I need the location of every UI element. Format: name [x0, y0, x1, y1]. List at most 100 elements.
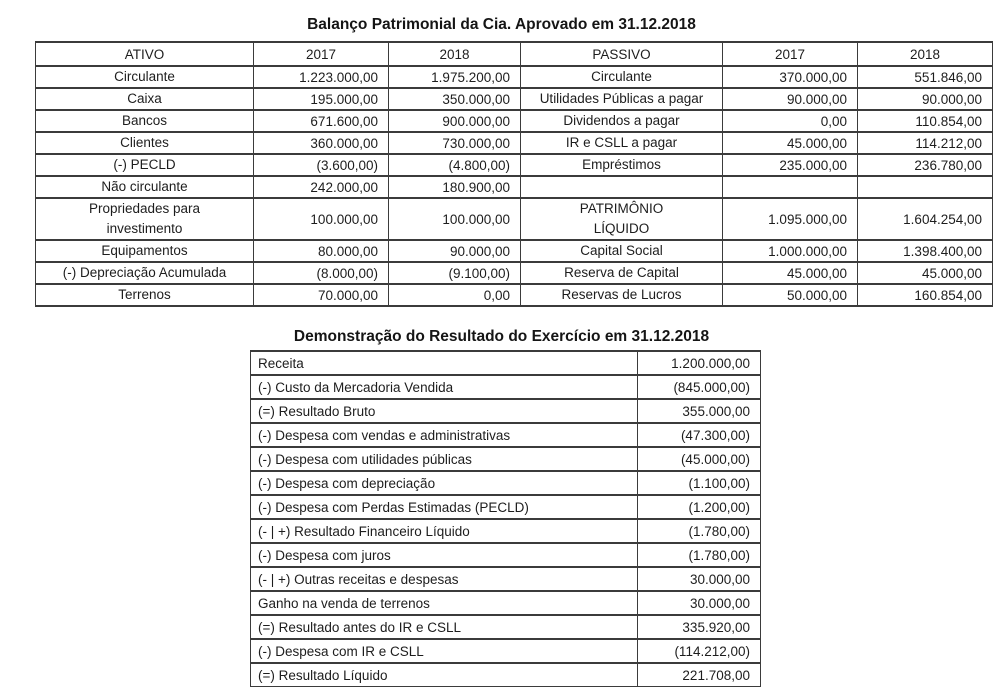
table-row: (=) Resultado Bruto 355.000,00	[250, 398, 761, 424]
table-row: (-) Despesa com vendas e administrativas…	[250, 422, 761, 448]
passivo-2017-cell: 50.000,00	[722, 283, 858, 307]
passivo-label-cell: Utilidades Públicas a pagar	[520, 87, 723, 111]
column-header-passivo-2017: 2017	[722, 41, 858, 67]
ativo-2018-cell: (4.800,00)	[388, 153, 521, 177]
dre-value-cell: 30.000,00	[637, 590, 761, 616]
dre-value-cell: (1.780,00)	[637, 518, 761, 544]
ativo-2017-cell: 1.223.000,00	[253, 65, 389, 89]
ativo-2018-cell: (9.100,00)	[388, 261, 521, 285]
ativo-label-cell: (-) Depreciação Acumulada	[35, 261, 254, 285]
dre-label-cell: (-) Despesa com IR e CSLL	[250, 638, 638, 664]
dre-value-cell: (845.000,00)	[637, 374, 761, 400]
table-header-row: ATIVO 2017 2018 PASSIVO 2017 2018	[35, 41, 993, 67]
ativo-2017-cell: 195.000,00	[253, 87, 389, 111]
ativo-2017-cell: 100.000,00	[253, 197, 389, 241]
column-header-passivo-2018: 2018	[857, 41, 993, 67]
passivo-label-cell: PATRIMÔNIO LÍQUIDO	[520, 197, 723, 241]
dre-label-cell: (-) Despesa com depreciação	[250, 470, 638, 496]
ativo-label-cell: Terrenos	[35, 283, 254, 307]
table-row: Bancos 671.600,00 900.000,00 Dividendos …	[35, 109, 993, 133]
passivo-2018-cell: 90.000,00	[857, 87, 993, 111]
dre-label-cell: (=) Resultado antes do IR e CSLL	[250, 614, 638, 640]
table-row: (=) Resultado antes do IR e CSLL 335.920…	[250, 614, 761, 640]
ativo-2017-cell: 242.000,00	[253, 175, 389, 199]
passivo-2017-cell-empty	[722, 175, 858, 199]
table-row: (-) Custo da Mercadoria Vendida (845.000…	[250, 374, 761, 400]
table-row: (-) Despesa com utilidades públicas (45.…	[250, 446, 761, 472]
ativo-2018-cell: 730.000,00	[388, 131, 521, 155]
table-row: (-) PECLD (3.600,00) (4.800,00) Emprésti…	[35, 153, 993, 177]
column-header-passivo: PASSIVO	[520, 41, 723, 67]
table-row: (-) Depreciação Acumulada (8.000,00) (9.…	[35, 261, 993, 285]
passivo-2018-cell: 160.854,00	[857, 283, 993, 307]
dre-label-cell: Receita	[250, 350, 638, 376]
ativo-label-cell: Equipamentos	[35, 239, 254, 263]
dre-value-cell: 30.000,00	[637, 566, 761, 592]
dre-label-cell: (-) Despesa com vendas e administrativas	[250, 422, 638, 448]
table-row: (-) Despesa com Perdas Estimadas (PECLD)…	[250, 494, 761, 520]
passivo-label-cell: IR e CSLL a pagar	[520, 131, 723, 155]
passivo-2017-cell: 0,00	[722, 109, 858, 133]
dre-label-cell: (-) Despesa com Perdas Estimadas (PECLD)	[250, 494, 638, 520]
passivo-label-cell: Reservas de Lucros	[520, 283, 723, 307]
ativo-label-cell: (-) PECLD	[35, 153, 254, 177]
passivo-2017-cell: 45.000,00	[722, 131, 858, 155]
ativo-label-cell: Bancos	[35, 109, 254, 133]
ativo-2018-cell: 900.000,00	[388, 109, 521, 133]
table-row: Ganho na venda de terrenos 30.000,00	[250, 590, 761, 616]
dre-label-cell: (-) Custo da Mercadoria Vendida	[250, 374, 638, 400]
ativo-2018-cell: 1.975.200,00	[388, 65, 521, 89]
passivo-label-cell: Empréstimos	[520, 153, 723, 177]
dre-value-cell: 221.708,00	[637, 662, 761, 687]
document-page: Balanço Patrimonial da Cia. Aprovado em …	[0, 16, 1003, 687]
dre-label-cell: (=) Resultado Bruto	[250, 398, 638, 424]
ativo-2017-cell: (8.000,00)	[253, 261, 389, 285]
table-row: Equipamentos 80.000,00 90.000,00 Capital…	[35, 239, 993, 263]
ativo-2017-cell: 360.000,00	[253, 131, 389, 155]
dre-label-cell: (-) Despesa com utilidades públicas	[250, 446, 638, 472]
column-header-ativo-2017: 2017	[253, 41, 389, 67]
ativo-label-cell: Não circulante	[35, 175, 254, 199]
passivo-label-cell: Dividendos a pagar	[520, 109, 723, 133]
table-row: (- | +) Resultado Financeiro Líquido (1.…	[250, 518, 761, 544]
passivo-2018-cell: 1.604.254,00	[857, 197, 993, 241]
table-row: Circulante 1.223.000,00 1.975.200,00 Cir…	[35, 65, 993, 89]
ativo-2017-cell: 80.000,00	[253, 239, 389, 263]
dre-value-cell: (45.000,00)	[637, 446, 761, 472]
passivo-2017-cell: 90.000,00	[722, 87, 858, 111]
ativo-2017-cell: 671.600,00	[253, 109, 389, 133]
passivo-2018-cell: 1.398.400,00	[857, 239, 993, 263]
dre-value-cell: (1.200,00)	[637, 494, 761, 520]
table-row: Propriedades para investimento 100.000,0…	[35, 197, 993, 241]
dre-value-cell: 1.200.000,00	[637, 350, 761, 376]
income-statement-title: Demonstração do Resultado do Exercício e…	[293, 328, 710, 345]
dre-value-cell: (1.780,00)	[637, 542, 761, 568]
table-row: Não circulante 242.000,00 180.900,00	[35, 175, 993, 199]
table-row: Terrenos 70.000,00 0,00 Reservas de Lucr…	[35, 283, 993, 307]
passivo-2017-cell: 45.000,00	[722, 261, 858, 285]
column-header-ativo-2018: 2018	[388, 41, 521, 67]
table-row: Receita 1.200.000,00	[250, 350, 761, 376]
dre-value-cell: 355.000,00	[637, 398, 761, 424]
passivo-2018-cell: 236.780,00	[857, 153, 993, 177]
table-row: (- | +) Outras receitas e despesas 30.00…	[250, 566, 761, 592]
ativo-2017-cell: 70.000,00	[253, 283, 389, 307]
ativo-2018-cell: 350.000,00	[388, 87, 521, 111]
passivo-2017-cell: 235.000,00	[722, 153, 858, 177]
passivo-label-cell-empty	[520, 175, 723, 199]
table-row: (-) Despesa com depreciação (1.100,00)	[250, 470, 761, 496]
passivo-2017-cell: 370.000,00	[722, 65, 858, 89]
income-statement-table: Receita 1.200.000,00 (-) Custo da Mercad…	[250, 350, 761, 687]
passivo-2017-cell: 1.000.000,00	[722, 239, 858, 263]
ativo-2017-cell: (3.600,00)	[253, 153, 389, 177]
balance-sheet-title: Balanço Patrimonial da Cia. Aprovado em …	[307, 16, 696, 33]
dre-label-cell: (=) Resultado Líquido	[250, 662, 638, 687]
passivo-label-cell: Circulante	[520, 65, 723, 89]
table-row: (-) Despesa com juros (1.780,00)	[250, 542, 761, 568]
passivo-label-cell: Capital Social	[520, 239, 723, 263]
ativo-label-cell: Circulante	[35, 65, 254, 89]
ativo-label-cell: Caixa	[35, 87, 254, 111]
ativo-label-cell: Clientes	[35, 131, 254, 155]
passivo-2018-cell-empty	[857, 175, 993, 199]
ativo-2018-cell: 90.000,00	[388, 239, 521, 263]
